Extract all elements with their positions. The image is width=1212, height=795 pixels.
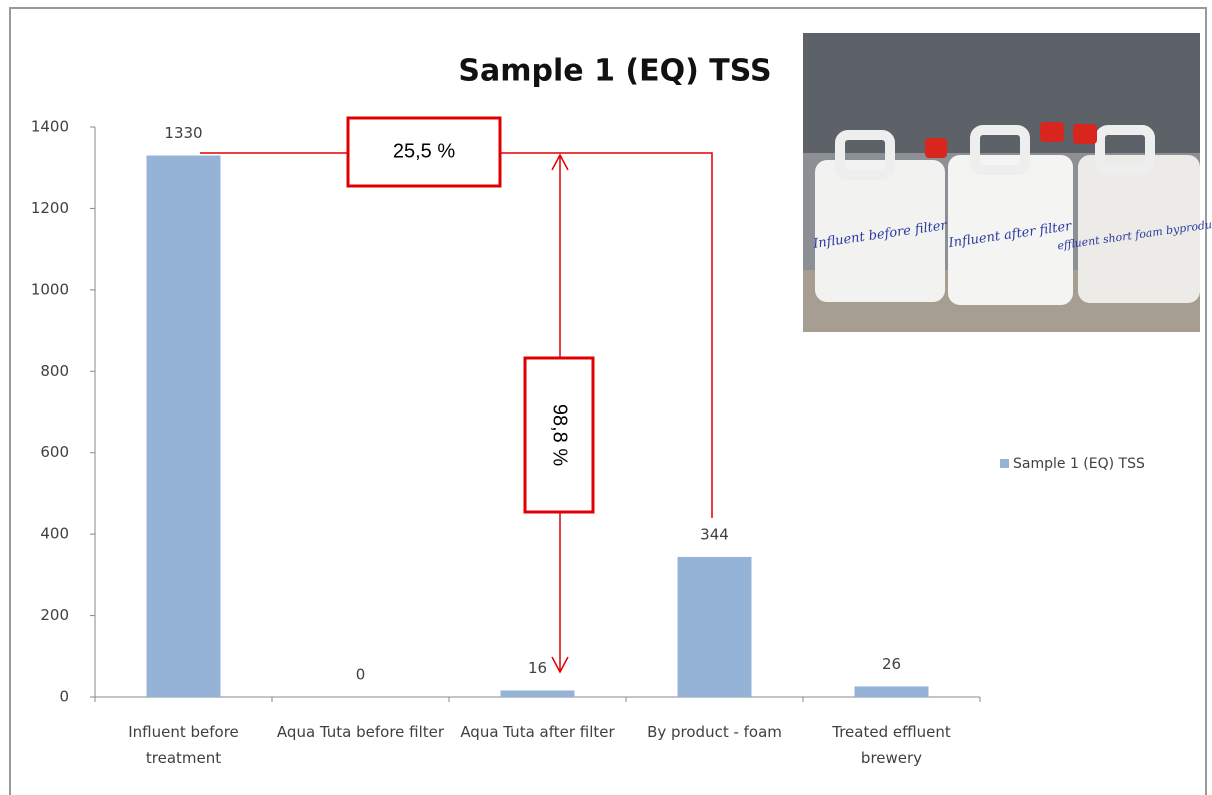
- bar: [500, 690, 575, 697]
- frame: [9, 7, 1207, 795]
- y-tick-label: 1400: [31, 118, 69, 136]
- annotation: 25,5 %: [393, 140, 455, 162]
- legend-swatch: [1000, 459, 1009, 468]
- legend-label: Sample 1 (EQ) TSS: [1013, 456, 1145, 472]
- y-tick-label: 600: [40, 443, 69, 461]
- x-tick-label: Influent before treatment: [128, 723, 239, 767]
- value-label: 1330: [164, 124, 202, 142]
- value-label: 26: [882, 655, 901, 673]
- bar: [854, 686, 929, 697]
- x-tick-label: Aqua Tuta after filter: [460, 723, 615, 741]
- x-tick-label: By product - foam: [647, 723, 782, 741]
- bar: [146, 155, 221, 697]
- y-tick-label: 400: [40, 525, 69, 543]
- x-tick-label: Aqua Tuta before filter: [276, 723, 445, 741]
- annotation: 98,8 %: [549, 404, 571, 466]
- chart-title: Sample 1 (EQ) TSS: [458, 54, 771, 89]
- value-label: 0: [356, 666, 366, 684]
- value-label: 344: [700, 525, 729, 543]
- photo: Influent before filter Influent after fi…: [803, 33, 1212, 332]
- y-tick-label: 0: [59, 688, 69, 706]
- annotations: 25,5 % 98,8 %: [200, 116, 713, 674]
- y-tick-label: 1200: [31, 199, 69, 217]
- y-tick-label: 800: [40, 362, 69, 380]
- bar: [677, 556, 752, 697]
- y-tick-label: 1000: [31, 280, 69, 298]
- x-tick-label: Treated effluent brewery: [832, 723, 951, 767]
- y-tick-label: 200: [40, 606, 69, 624]
- value-label: 16: [528, 659, 547, 677]
